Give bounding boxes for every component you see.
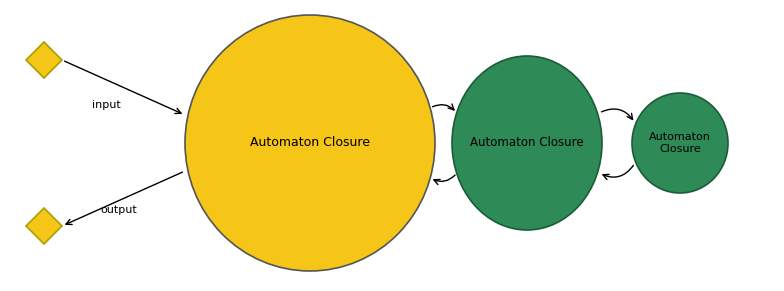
Ellipse shape — [185, 15, 435, 271]
Polygon shape — [26, 42, 62, 78]
Ellipse shape — [452, 56, 602, 230]
Ellipse shape — [632, 93, 728, 193]
Text: Automaton Closure: Automaton Closure — [250, 136, 370, 150]
Polygon shape — [26, 208, 62, 244]
Text: Automaton
Closure: Automaton Closure — [649, 132, 711, 154]
Text: output: output — [100, 205, 136, 215]
Text: Automaton Closure: Automaton Closure — [470, 136, 584, 150]
Text: input: input — [92, 100, 121, 110]
